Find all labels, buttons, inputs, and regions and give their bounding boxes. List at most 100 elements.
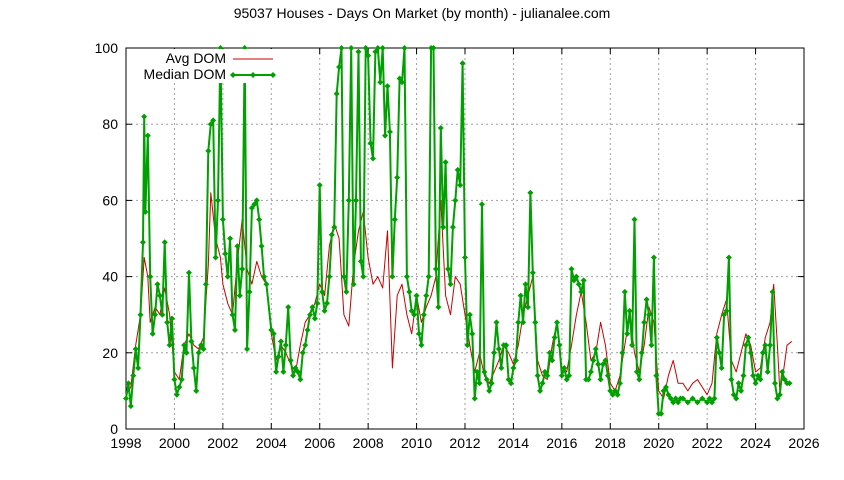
median-dom-point bbox=[486, 387, 493, 394]
x-tick-label: 2014 bbox=[498, 435, 529, 451]
median-dom-point bbox=[590, 357, 597, 364]
median-dom-point bbox=[740, 372, 747, 379]
median-dom-point bbox=[319, 288, 326, 295]
x-tick-label: 2002 bbox=[207, 435, 238, 451]
median-dom-point bbox=[389, 273, 396, 280]
median-dom-point bbox=[498, 365, 505, 372]
median-dom-point bbox=[750, 372, 757, 379]
median-dom-point bbox=[769, 288, 776, 295]
median-dom-point bbox=[178, 376, 185, 383]
median-dom-point bbox=[420, 311, 427, 318]
median-dom-point bbox=[425, 273, 432, 280]
median-dom-point bbox=[762, 342, 769, 349]
median-dom-point bbox=[302, 342, 309, 349]
median-dom-point bbox=[508, 380, 515, 387]
median-dom-point bbox=[539, 380, 546, 387]
median-dom-point bbox=[403, 273, 410, 280]
median-dom-line bbox=[125, 47, 790, 415]
median-dom-point bbox=[776, 391, 783, 398]
median-dom-point bbox=[408, 307, 415, 314]
median-dom-point bbox=[224, 273, 231, 280]
median-dom-point bbox=[549, 357, 556, 364]
median-dom-point bbox=[287, 357, 294, 364]
y-tick-label: 80 bbox=[102, 116, 118, 132]
median-dom-point bbox=[786, 380, 793, 387]
median-dom-point bbox=[164, 319, 171, 326]
median-dom-point bbox=[311, 315, 318, 322]
median-dom-point bbox=[653, 372, 660, 379]
median-dom-point bbox=[512, 357, 519, 364]
median-dom-point bbox=[236, 292, 243, 299]
median-dom-point bbox=[781, 376, 788, 383]
median-dom-point bbox=[227, 235, 234, 242]
median-dom-point bbox=[672, 395, 679, 402]
median-dom-point bbox=[733, 395, 740, 402]
median-dom-point bbox=[432, 265, 439, 272]
median-dom-point bbox=[280, 368, 287, 375]
x-tick-label: 2022 bbox=[692, 435, 723, 451]
median-dom-point bbox=[546, 349, 553, 356]
median-dom-point bbox=[483, 376, 490, 383]
x-tick-label: 2026 bbox=[788, 435, 819, 451]
median-dom-point bbox=[256, 216, 263, 223]
median-dom-point bbox=[602, 357, 609, 364]
median-dom-point bbox=[503, 342, 510, 349]
median-dom-point bbox=[505, 376, 512, 383]
y-tick-label: 0 bbox=[110, 421, 118, 437]
median-dom-point bbox=[462, 254, 468, 261]
series-group bbox=[123, 45, 793, 417]
median-dom-point bbox=[723, 307, 730, 314]
y-tick-label: 60 bbox=[102, 192, 118, 208]
median-dom-point bbox=[609, 391, 616, 398]
median-dom-point bbox=[573, 273, 580, 280]
median-dom-point bbox=[711, 395, 718, 402]
median-dom-point bbox=[616, 380, 623, 387]
median-dom-point bbox=[299, 349, 306, 356]
median-dom-point bbox=[435, 304, 442, 311]
median-dom-point bbox=[527, 189, 534, 196]
median-dom-point bbox=[154, 281, 161, 288]
median-dom-point bbox=[251, 201, 258, 208]
median-dom-point bbox=[369, 155, 376, 162]
median-dom-point bbox=[575, 281, 582, 288]
median-dom-point bbox=[718, 365, 725, 372]
median-dom-point bbox=[210, 117, 217, 124]
median-dom-point bbox=[619, 349, 626, 356]
median-dom-point bbox=[551, 334, 558, 341]
median-dom-point bbox=[386, 128, 393, 135]
median-dom-point bbox=[636, 376, 643, 383]
median-dom-point bbox=[471, 395, 478, 402]
median-dom-point bbox=[638, 349, 645, 356]
median-dom-point bbox=[212, 254, 219, 261]
median-dom-point bbox=[532, 319, 539, 326]
median-dom-point bbox=[418, 342, 425, 349]
median-dom-point bbox=[544, 372, 551, 379]
median-dom-point bbox=[200, 345, 207, 352]
median-dom-point bbox=[207, 121, 214, 128]
median-dom-point bbox=[185, 269, 192, 276]
median-dom-point bbox=[323, 300, 330, 307]
median-dom-point bbox=[643, 296, 650, 303]
median-dom-point bbox=[222, 250, 229, 257]
median-dom-point bbox=[754, 372, 761, 379]
median-dom-point bbox=[684, 399, 691, 406]
median-dom-point bbox=[716, 349, 723, 356]
median-dom-point bbox=[137, 311, 144, 318]
median-dom-point bbox=[604, 372, 611, 379]
x-tick-label: 2008 bbox=[353, 435, 384, 451]
median-dom-point bbox=[464, 342, 471, 349]
median-dom-point bbox=[738, 387, 745, 394]
median-dom-point bbox=[466, 311, 473, 318]
legend-marker bbox=[250, 72, 256, 78]
median-dom-point bbox=[314, 300, 321, 307]
median-dom-point bbox=[689, 395, 696, 402]
median-dom-point bbox=[747, 349, 754, 356]
median-dom-point bbox=[597, 376, 604, 383]
median-dom-point bbox=[437, 125, 444, 132]
median-dom-point bbox=[205, 147, 212, 154]
median-dom-point bbox=[234, 243, 241, 250]
median-dom-point bbox=[275, 353, 282, 360]
median-dom-point bbox=[440, 224, 447, 231]
median-dom-point bbox=[725, 254, 732, 261]
median-dom-point bbox=[127, 403, 134, 410]
